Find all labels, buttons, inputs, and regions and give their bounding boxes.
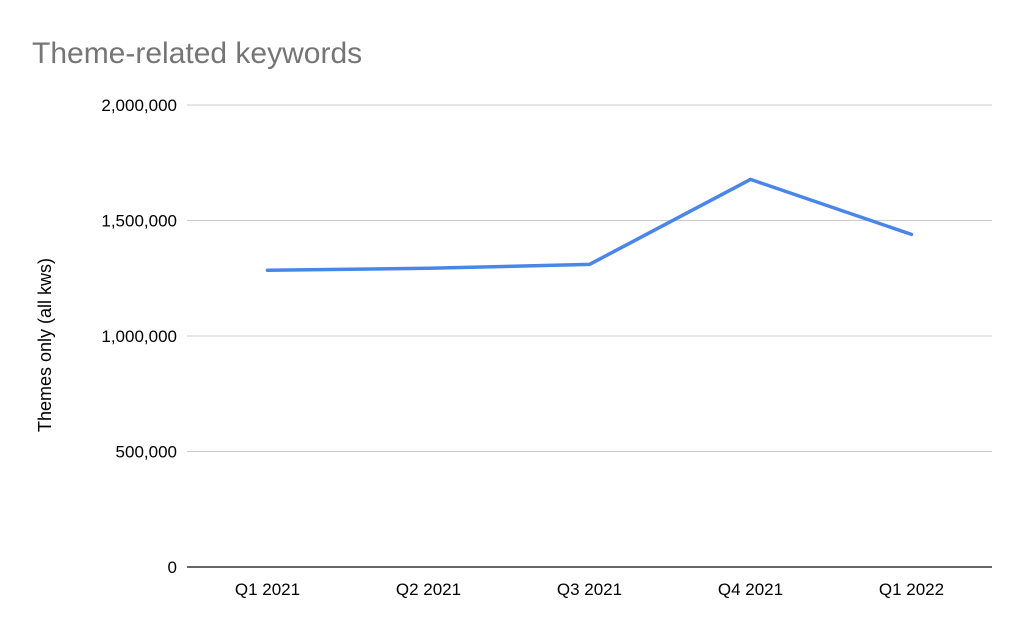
x-tick-label: Q1 2021: [235, 580, 300, 599]
y-tick-label: 500,000: [116, 443, 177, 462]
x-tick-label: Q3 2021: [557, 580, 622, 599]
series-line: [265, 177, 914, 272]
chart-title: Theme-related keywords: [32, 37, 362, 70]
gridlines: [187, 104, 992, 568]
y-tick-label: 2,000,000: [101, 96, 177, 115]
data-point: [910, 232, 913, 236]
y-axis-ticks: 0 500,000 1,000,000 1,500,000 2,000,000: [101, 96, 177, 577]
data-point: [749, 177, 752, 181]
series-lines: [265, 177, 914, 272]
data-point: [588, 262, 591, 266]
x-tick-label: Q4 2021: [718, 580, 783, 599]
x-axis-ticks: Q1 2021 Q2 2021 Q3 2021 Q4 2021 Q1 2022: [235, 580, 944, 599]
x-tick-label: Q2 2021: [396, 580, 461, 599]
x-tick-label: Q1 2022: [879, 580, 944, 599]
y-tick-label: 1,500,000: [101, 212, 177, 231]
y-tick-label: 1,000,000: [101, 327, 177, 346]
y-axis-label: Themes only (all kws): [35, 258, 55, 432]
data-point: [427, 266, 430, 270]
data-point: [266, 268, 269, 272]
y-tick-label: 0: [168, 558, 177, 577]
